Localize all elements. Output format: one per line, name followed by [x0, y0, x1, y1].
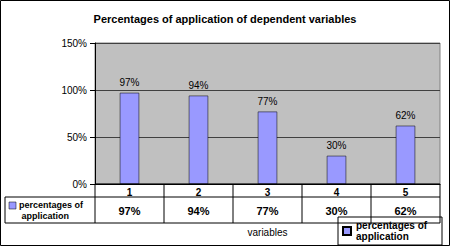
svg-text:77%: 77% [256, 205, 278, 217]
svg-text:94%: 94% [188, 80, 208, 91]
svg-text:percentages of: percentages of [19, 200, 84, 210]
svg-text:2: 2 [196, 187, 202, 198]
svg-text:Percentages of application of: Percentages of application of dependent … [94, 13, 357, 25]
svg-text:application: application [19, 211, 69, 221]
svg-text:62%: 62% [394, 205, 416, 217]
svg-text:62%: 62% [395, 110, 415, 121]
svg-text:94%: 94% [187, 205, 209, 217]
svg-text:150%: 150% [61, 38, 87, 49]
svg-text:1: 1 [127, 187, 133, 198]
svg-text:3: 3 [265, 187, 271, 198]
svg-text:variables: variables [247, 227, 287, 238]
svg-text:97%: 97% [119, 77, 139, 88]
svg-text:application: application [356, 231, 409, 242]
svg-text:30%: 30% [326, 140, 346, 151]
svg-text:0%: 0% [73, 179, 88, 190]
svg-text:5: 5 [403, 187, 409, 198]
svg-text:percentages of: percentages of [356, 220, 430, 231]
svg-text:97%: 97% [118, 205, 140, 217]
svg-text:4: 4 [334, 187, 340, 198]
svg-text:100%: 100% [61, 85, 87, 96]
svg-text:50%: 50% [67, 132, 87, 143]
svg-text:30%: 30% [325, 205, 347, 217]
svg-text:77%: 77% [257, 96, 277, 107]
